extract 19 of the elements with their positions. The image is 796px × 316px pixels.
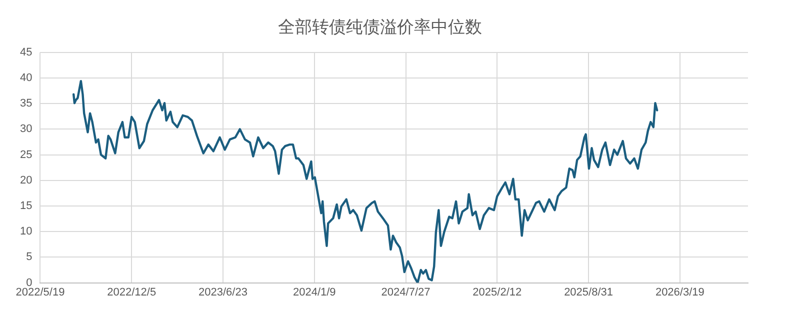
y-tick-label: 0 — [26, 276, 32, 289]
x-tick-label: 2024/1/9 — [292, 286, 336, 298]
x-tick-label: 2022/5/19 — [16, 286, 65, 298]
x-tick-label: 2025/2/12 — [472, 286, 522, 298]
y-tick-label: 5 — [26, 251, 32, 264]
y-tick-label: 20 — [20, 174, 32, 186]
y-tick-label: 40 — [20, 72, 32, 84]
chart-title: 全部转债纯债溢价率中位数 — [278, 18, 482, 38]
y-tick-label: 10 — [20, 226, 32, 238]
x-tick-label: 2025/8/31 — [564, 286, 614, 298]
y-tick-label: 15 — [20, 200, 32, 212]
x-tick-label: 2022/12/5 — [107, 286, 156, 298]
y-tick-label: 45 — [20, 46, 32, 58]
y-tick-label: 35 — [20, 98, 32, 110]
x-tick-label: 2026/3/19 — [655, 286, 704, 298]
x-tick-label: 2024/7/27 — [381, 286, 430, 298]
x-tick-label: 2023/6/23 — [198, 286, 248, 298]
y-tick-label: 25 — [20, 148, 32, 161]
y-tick-label: 30 — [20, 123, 32, 136]
